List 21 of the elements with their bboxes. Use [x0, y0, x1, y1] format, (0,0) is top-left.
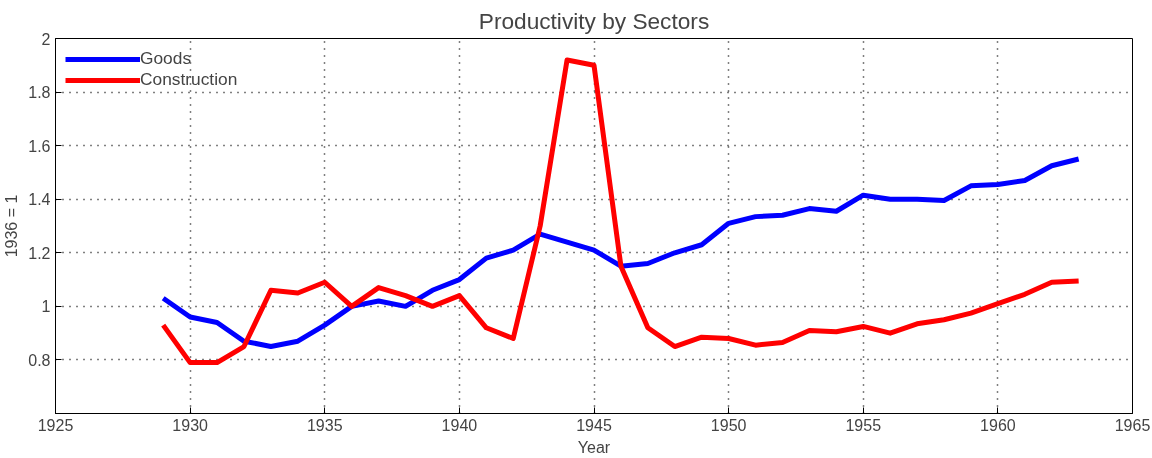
- y-tick-label: 1.8: [28, 84, 51, 102]
- chart-title: Productivity by Sectors: [478, 7, 710, 34]
- x-tick-label: 1925: [37, 416, 74, 434]
- y-tick-label: 2: [41, 30, 51, 48]
- x-tick-label: 1965: [1114, 416, 1151, 434]
- y-tick-label: 1: [41, 298, 51, 316]
- x-tick-label: 1955: [845, 416, 882, 434]
- x-tick-label: 1930: [172, 416, 209, 434]
- y-tick-label: 1.4: [28, 191, 51, 209]
- y-tick-label: 1.2: [28, 244, 51, 262]
- x-axis-title: Year: [577, 438, 611, 456]
- x-tick-label: 1960: [980, 416, 1016, 434]
- x-tick-label: 1940: [441, 416, 478, 434]
- y-tick-label: 0.8: [28, 351, 51, 369]
- x-tick-label: 1950: [710, 416, 747, 434]
- y-axis-title: 1936 = 1: [3, 194, 21, 258]
- y-tick-label: 1.6: [28, 137, 51, 155]
- legend-label: Goods: [140, 48, 192, 69]
- legend-label: Construction: [140, 69, 238, 90]
- x-tick-label: 1945: [576, 416, 612, 434]
- x-tick-label: 1935: [306, 416, 343, 434]
